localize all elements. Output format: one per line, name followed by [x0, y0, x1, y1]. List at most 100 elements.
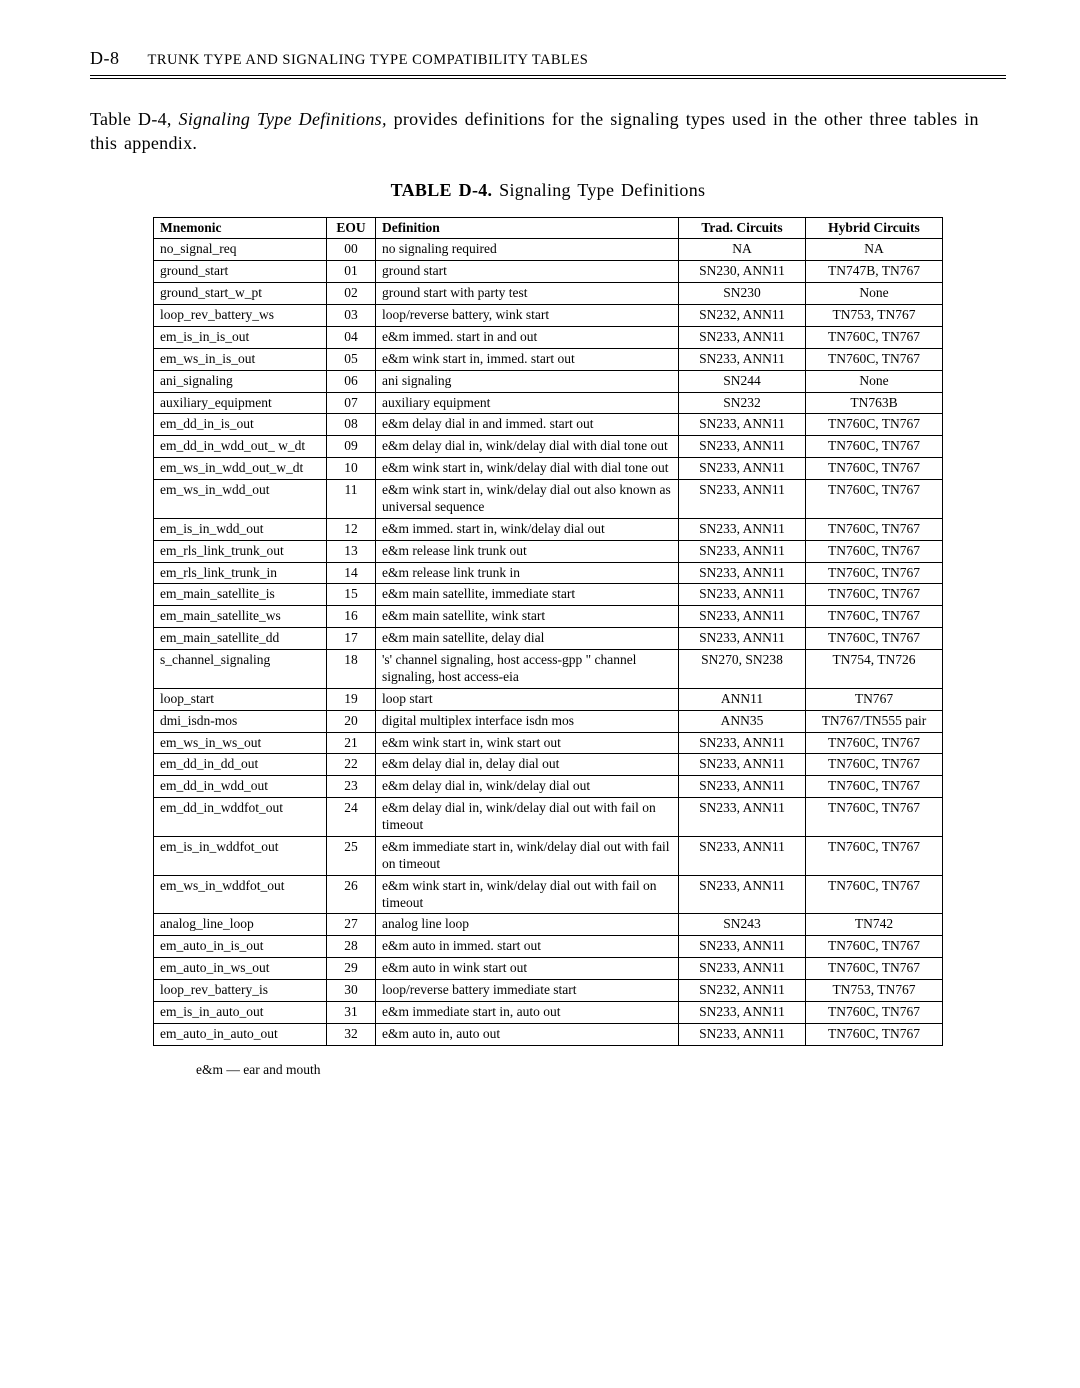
cell-definition: e&m wink start in, immed. start out	[376, 348, 679, 370]
cell-trad: SN233, ANN11	[679, 776, 806, 798]
cell-eou: 05	[327, 348, 376, 370]
col-mnemonic: Mnemonic	[154, 217, 327, 239]
cell-trad: SN233, ANN11	[679, 1023, 806, 1045]
cell-definition: e&m main satellite, delay dial	[376, 628, 679, 650]
cell-mnemonic: em_main_satellite_ws	[154, 606, 327, 628]
cell-trad: SN233, ANN11	[679, 628, 806, 650]
table-row: em_dd_in_is_out08e&m delay dial in and i…	[154, 414, 943, 436]
cell-trad: SN233, ANN11	[679, 414, 806, 436]
cell-hybrid: TN760C, TN767	[806, 958, 943, 980]
cell-eou: 11	[327, 480, 376, 519]
cell-eou: 24	[327, 798, 376, 837]
col-trad: Trad. Circuits	[679, 217, 806, 239]
cell-mnemonic: loop_start	[154, 688, 327, 710]
table-row: s_channel_signaling18's' channel signali…	[154, 650, 943, 689]
cell-trad: SN233, ANN11	[679, 348, 806, 370]
cell-hybrid: TN753, TN767	[806, 980, 943, 1002]
cell-eou: 12	[327, 518, 376, 540]
table-row: em_is_in_auto_out31e&m immediate start i…	[154, 1001, 943, 1023]
cell-mnemonic: em_rls_link_trunk_out	[154, 540, 327, 562]
page-number: D-8	[90, 48, 120, 69]
table-row: analog_line_loop27analog line loopSN243T…	[154, 914, 943, 936]
cell-definition: e&m delay dial in, delay dial out	[376, 754, 679, 776]
cell-definition: e&m auto in, auto out	[376, 1023, 679, 1045]
cell-trad: SN233, ANN11	[679, 584, 806, 606]
cell-trad: SN233, ANN11	[679, 458, 806, 480]
table-row: em_is_in_wddfot_out25e&m immediate start…	[154, 836, 943, 875]
table-row: em_main_satellite_is15e&m main satellite…	[154, 584, 943, 606]
cell-hybrid: TN760C, TN767	[806, 754, 943, 776]
cell-eou: 13	[327, 540, 376, 562]
cell-hybrid: TN767/TN555 pair	[806, 710, 943, 732]
cell-definition: e&m immed. start in and out	[376, 326, 679, 348]
cell-mnemonic: em_ws_in_ws_out	[154, 732, 327, 754]
cell-eou: 28	[327, 936, 376, 958]
cell-hybrid: None	[806, 370, 943, 392]
table-row: em_dd_in_wddfot_out24e&m delay dial in, …	[154, 798, 943, 837]
cell-trad: SN233, ANN11	[679, 436, 806, 458]
cell-definition: e&m auto in wink start out	[376, 958, 679, 980]
cell-hybrid: TN760C, TN767	[806, 436, 943, 458]
table-row: ani_signaling06ani signalingSN244None	[154, 370, 943, 392]
cell-definition: analog line loop	[376, 914, 679, 936]
cell-mnemonic: no_signal_req	[154, 239, 327, 261]
table-row: loop_rev_battery_ws03loop/reverse batter…	[154, 305, 943, 327]
table-row: em_rls_link_trunk_in14e&m release link t…	[154, 562, 943, 584]
cell-definition: ground start	[376, 261, 679, 283]
cell-hybrid: TN760C, TN767	[806, 348, 943, 370]
table-row: em_auto_in_is_out28e&m auto in immed. st…	[154, 936, 943, 958]
cell-definition: 's' channel signaling, host access-gpp "…	[376, 650, 679, 689]
table-row: em_is_in_wdd_out12e&m immed. start in, w…	[154, 518, 943, 540]
cell-mnemonic: em_ws_in_wdd_out_w_dt	[154, 458, 327, 480]
table-row: ground_start_w_pt02ground start with par…	[154, 283, 943, 305]
cell-trad: SN233, ANN11	[679, 754, 806, 776]
cell-hybrid: TN760C, TN767	[806, 562, 943, 584]
cell-hybrid: TN760C, TN767	[806, 836, 943, 875]
cell-mnemonic: em_ws_in_is_out	[154, 348, 327, 370]
cell-eou: 03	[327, 305, 376, 327]
cell-trad: ANN35	[679, 710, 806, 732]
cell-trad: SN233, ANN11	[679, 562, 806, 584]
cell-trad: SN233, ANN11	[679, 1001, 806, 1023]
cell-definition: e&m main satellite, immediate start	[376, 584, 679, 606]
header-rule-top	[90, 75, 1006, 76]
cell-definition: e&m immediate start in, auto out	[376, 1001, 679, 1023]
cell-definition: e&m wink start in, wink/delay dial out a…	[376, 480, 679, 519]
cell-definition: e&m release link trunk in	[376, 562, 679, 584]
cell-eou: 22	[327, 754, 376, 776]
cell-eou: 08	[327, 414, 376, 436]
cell-trad: SN233, ANN11	[679, 798, 806, 837]
table-row: em_auto_in_auto_out32e&m auto in, auto o…	[154, 1023, 943, 1045]
cell-mnemonic: loop_rev_battery_ws	[154, 305, 327, 327]
cell-trad: SN233, ANN11	[679, 326, 806, 348]
cell-eou: 07	[327, 392, 376, 414]
cell-hybrid: TN760C, TN767	[806, 776, 943, 798]
cell-eou: 32	[327, 1023, 376, 1045]
table-row: em_main_satellite_ws16e&m main satellite…	[154, 606, 943, 628]
cell-mnemonic: s_channel_signaling	[154, 650, 327, 689]
cell-mnemonic: loop_rev_battery_is	[154, 980, 327, 1002]
header-rule-bottom	[90, 78, 1006, 79]
cell-eou: 21	[327, 732, 376, 754]
cell-definition: loop/reverse battery immediate start	[376, 980, 679, 1002]
cell-definition: e&m wink start in, wink/delay dial with …	[376, 458, 679, 480]
cell-trad: SN233, ANN11	[679, 732, 806, 754]
table-row: em_ws_in_wddfot_out26e&m wink start in, …	[154, 875, 943, 914]
cell-definition: e&m delay dial in, wink/delay dial out	[376, 776, 679, 798]
cell-definition: e&m wink start in, wink/delay dial out w…	[376, 875, 679, 914]
table-row: loop_rev_battery_is30loop/reverse batter…	[154, 980, 943, 1002]
cell-mnemonic: analog_line_loop	[154, 914, 327, 936]
cell-mnemonic: em_auto_in_is_out	[154, 936, 327, 958]
table-row: em_dd_in_dd_out22e&m delay dial in, dela…	[154, 754, 943, 776]
col-eou: EOU	[327, 217, 376, 239]
footnote: e&m — ear and mouth	[196, 1062, 1006, 1078]
cell-hybrid: TN760C, TN767	[806, 1001, 943, 1023]
cell-definition: e&m auto in immed. start out	[376, 936, 679, 958]
cell-definition: loop start	[376, 688, 679, 710]
cell-definition: e&m delay dial in, wink/delay dial out w…	[376, 798, 679, 837]
table-row: em_ws_in_is_out05e&m wink start in, imme…	[154, 348, 943, 370]
cell-trad: SN230	[679, 283, 806, 305]
table-row: em_auto_in_ws_out29e&m auto in wink star…	[154, 958, 943, 980]
cell-hybrid: TN760C, TN767	[806, 875, 943, 914]
page: D-8 TRUNK TYPE AND SIGNALING TYPE COMPAT…	[0, 0, 1080, 1388]
